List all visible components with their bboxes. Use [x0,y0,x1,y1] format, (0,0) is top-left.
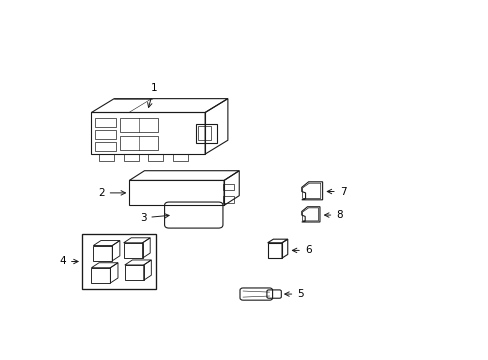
Text: 6: 6 [292,246,311,255]
Text: 5: 5 [284,289,303,299]
Text: 8: 8 [324,210,342,220]
Text: 1: 1 [147,83,157,107]
Text: 3: 3 [140,213,169,223]
Text: 7: 7 [326,186,346,197]
Text: 2: 2 [98,188,125,198]
Text: 4: 4 [60,256,78,266]
